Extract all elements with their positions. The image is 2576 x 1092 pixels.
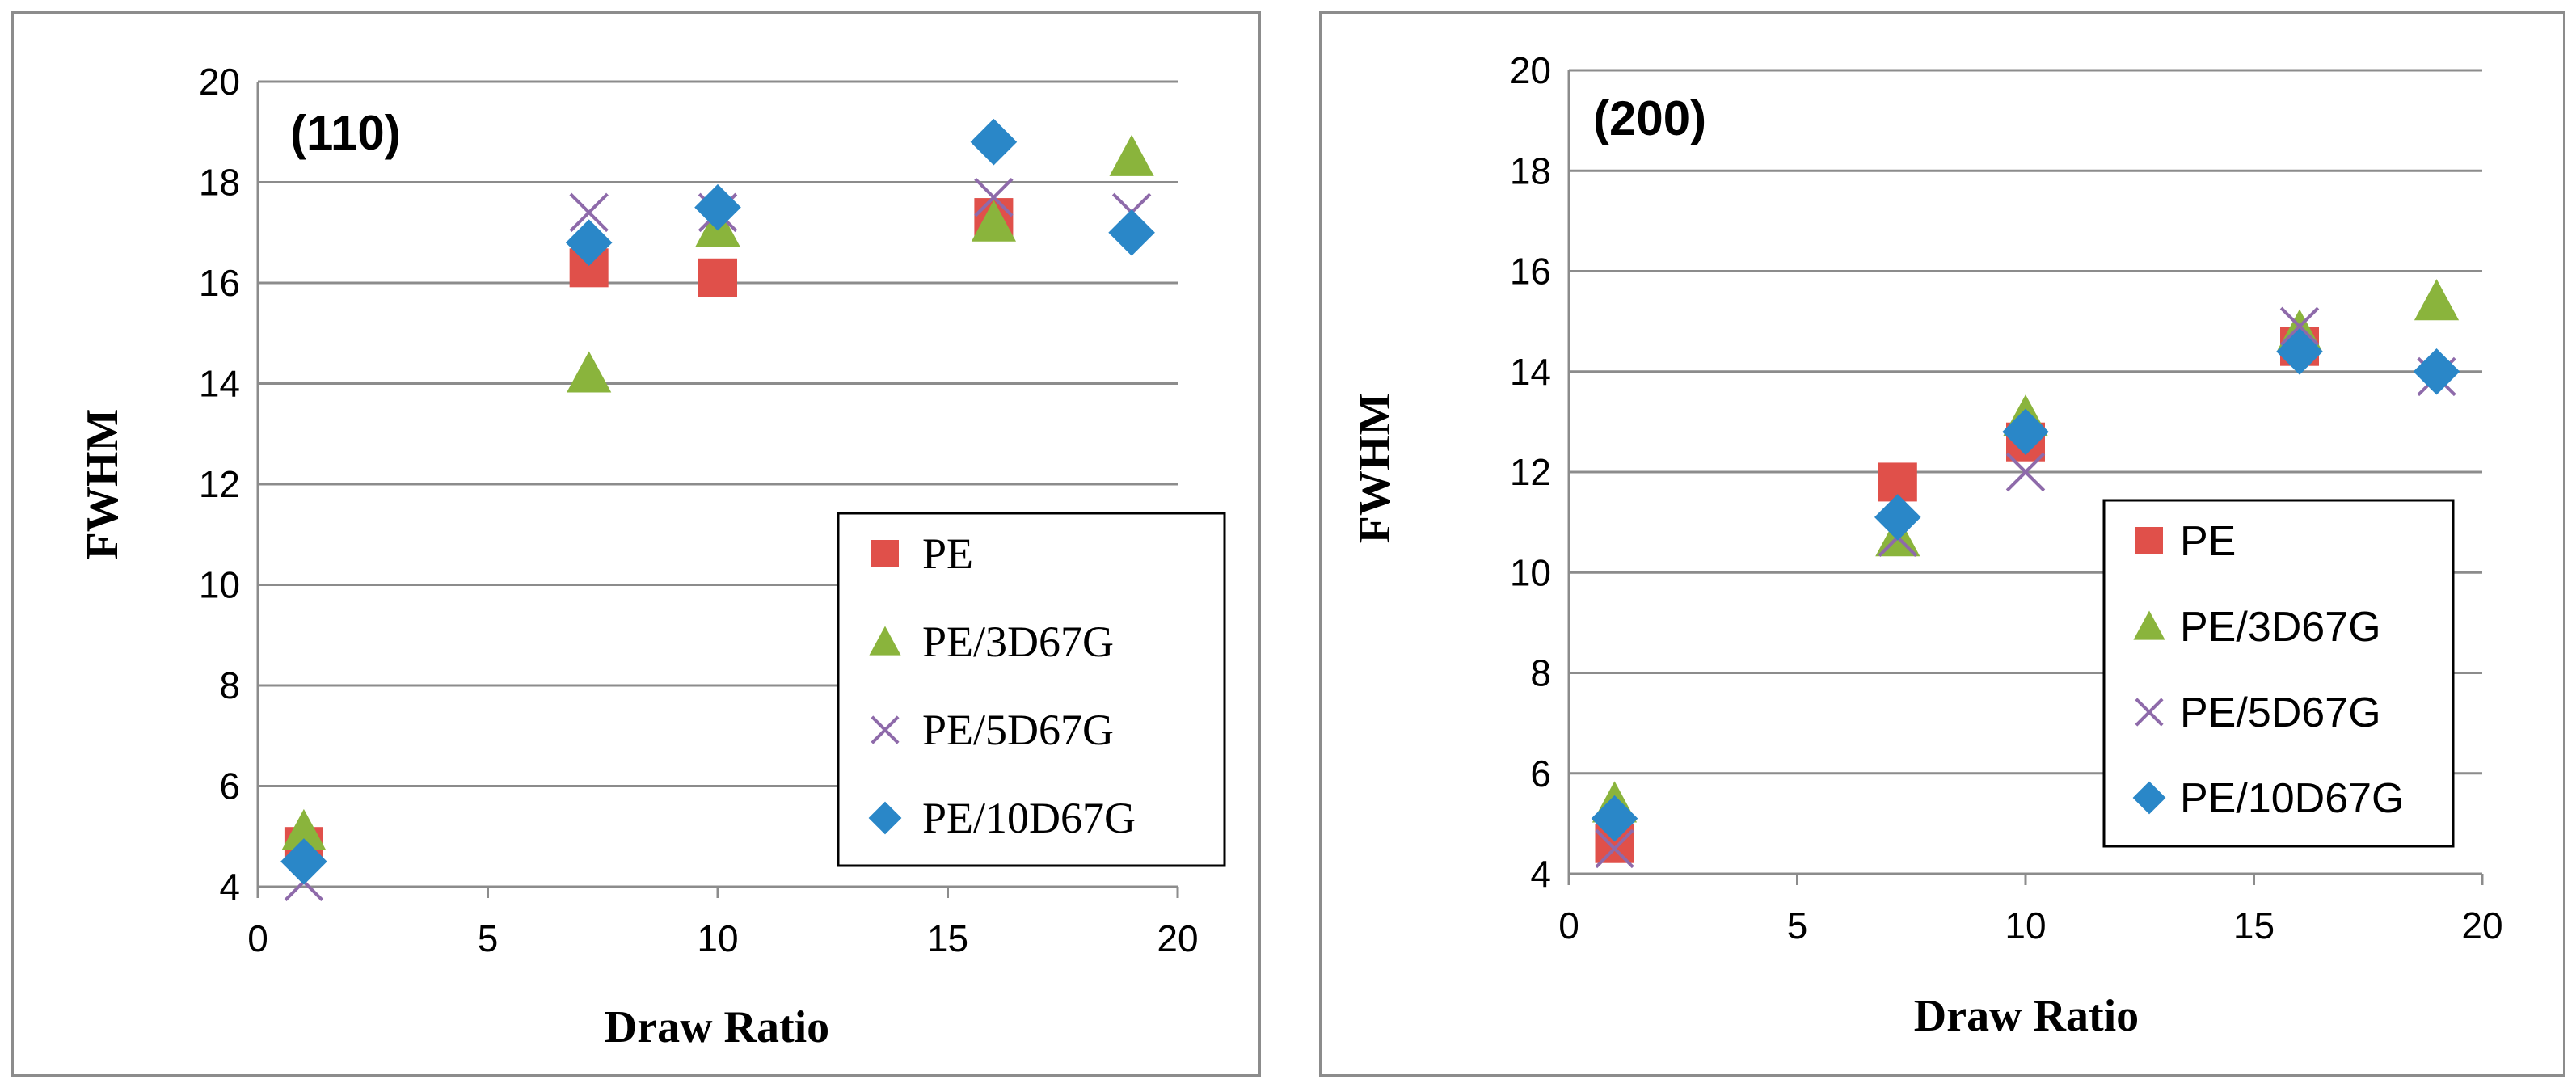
point-pe-5d67g-3 [974,177,1014,217]
y-tick-label-18: 18 [199,162,240,204]
legend: PE PE/3D67G PE/5D67G PE/10D67G [837,512,1226,867]
point-pe-10d67g-0 [280,838,327,885]
y-tick-label-6: 6 [219,765,240,807]
x-tick-label-15: 15 [2233,904,2275,947]
x-tick-label-20: 20 [2461,904,2502,947]
scatter-chart-110: 4 6 8 10 12 14 16 18 20 0 5 10 15 20 Draw Ratio FWHM (11… [78,61,1226,1052]
legend-marker-pe-3d67g [869,626,901,656]
point-pe-3d67g-3 [971,200,1016,242]
point-pe-3d67g-0 [281,808,327,850]
legend-marker-pe-10d67g [2132,781,2166,815]
x-tick-label-10: 10 [2005,904,2046,947]
point-pe-10d67g-4 [2413,348,2460,395]
legend-marker-pe-5d67g [2135,698,2164,727]
legend-label-pe-10d67g: PE/10D67G [2180,775,2405,822]
point-pe-10d67g-2 [694,183,741,231]
y-tick-label-10: 10 [1510,551,1551,593]
chart-panel-110: 4 6 8 10 12 14 16 18 20 0 5 10 15 20 Draw Ratio FWHM (11… [11,11,1261,1077]
y-tick-label-12: 12 [1510,451,1551,493]
x-tick-label-15: 15 [927,917,968,959]
point-pe-10d67g-3 [2276,328,2323,375]
legend-label-pe: PE [2180,518,2236,565]
point-pe-5d67g-2 [2005,452,2046,492]
y-tick-label-20: 20 [199,61,240,103]
point-pe-5d67g-3 [2279,306,2320,347]
y-tick-label-16: 16 [199,262,240,304]
y-tick-label-10: 10 [199,564,240,606]
y-tick-label-20: 20 [1510,49,1551,91]
legend-marker-pe [2135,527,2163,554]
y-axis-title: FWHM [78,409,128,560]
y-tick-label-4: 4 [1530,853,1551,895]
series-pe-5d67g [1595,306,2456,869]
y-tick-label-14: 14 [1510,351,1551,393]
x-tick-label-10: 10 [697,917,738,959]
y-tick-label-6: 6 [1530,753,1551,795]
y-tick-label-4: 4 [219,866,240,908]
series-pe-10d67g [280,118,1155,885]
point-pe-10d67g-1 [565,219,613,266]
legend-label-pe-3d67g: PE/3D67G [922,618,1114,666]
x-tick-label-20: 20 [1157,917,1198,959]
legend-label-pe-5d67g: PE/5D67G [2180,689,2381,736]
y-tick-label-16: 16 [1510,251,1551,293]
y-tick-label-8: 8 [1530,652,1551,694]
legend-marker-pe [871,540,899,567]
x-axis-title: Draw Ratio [605,1002,829,1052]
y-tick-label-12: 12 [199,463,240,505]
x-axis-title: Draw Ratio [1914,991,2139,1041]
x-tick-label-0: 0 [1558,904,1579,947]
legend-label-pe-3d67g: PE/3D67G [2180,604,2381,651]
chart-panel-200: 4 6 8 10 12 14 16 18 20 0 5 10 15 20 Draw Ratio FWHM (20… [1319,11,2565,1077]
legend-box [837,512,1226,867]
legend-marker-pe-5d67g [871,715,900,744]
point-pe-3d67g-4 [1109,134,1154,176]
y-gridlines [258,80,1178,888]
y-tick-label-14: 14 [199,363,240,405]
point-pe-3d67g-1 [567,351,612,393]
legend-label-pe: PE [922,529,973,578]
point-pe-10d67g-4 [1108,209,1155,256]
point-pe-5d67g-1 [569,192,609,233]
y-tick-label-18: 18 [1510,150,1551,192]
legend: PE PE/3D67G PE/5D67G PE/10D67G [2102,499,2455,848]
legend-box [2102,499,2455,848]
x-tick-label-5: 5 [478,917,499,959]
legend-marker-pe-10d67g [868,801,902,835]
y-axis-title: FWHM [1350,393,1400,544]
x-tick-label-5: 5 [1787,904,1808,947]
scatter-chart-200: 4 6 8 10 12 14 16 18 20 0 5 10 15 20 Draw Ratio FWHM (20… [1350,49,2503,1041]
point-pe-10d67g-0 [1591,795,1638,842]
legend-label-pe-5d67g: PE/5D67G [922,706,1114,754]
panel-label: (110) [290,106,401,160]
point-pe-3d67g-4 [2414,279,2460,321]
point-pe-5d67g-0 [1595,828,1634,869]
point-pe-10d67g-3 [970,118,1018,166]
point-pe-2 [698,258,737,297]
x-tick-label-0: 0 [247,917,268,959]
panel-label: (200) [1593,91,1706,145]
legend-label-pe-10d67g: PE/10D67G [922,794,1136,842]
y-tick-label-8: 8 [219,664,240,706]
point-pe-10d67g-2 [2002,408,2049,456]
legend-marker-pe-3d67g [2133,610,2165,640]
